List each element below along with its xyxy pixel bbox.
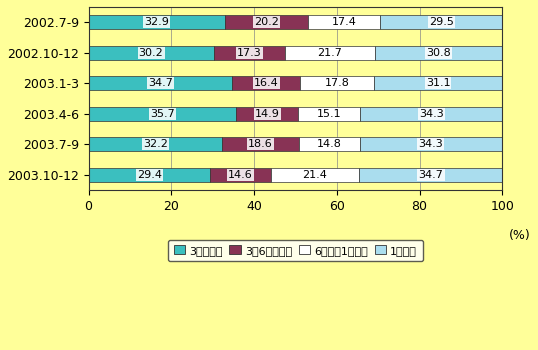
Text: 14.9: 14.9 (254, 109, 280, 119)
Text: 34.7: 34.7 (419, 170, 443, 180)
Bar (89, 107, 236, 120)
Text: 34.7: 34.7 (148, 78, 173, 88)
Bar (89, 15, 225, 29)
Text: 35.7: 35.7 (150, 109, 175, 119)
Bar (374, 76, 502, 90)
Bar (300, 76, 374, 90)
Bar (285, 46, 375, 60)
Text: 18.6: 18.6 (248, 139, 273, 149)
Bar (299, 137, 360, 151)
Text: 34.3: 34.3 (419, 139, 443, 149)
Text: 21.7: 21.7 (317, 48, 343, 58)
Text: 17.8: 17.8 (324, 78, 349, 88)
Text: 34.3: 34.3 (419, 109, 444, 119)
Bar (298, 107, 360, 120)
Bar (360, 107, 502, 120)
Bar (89, 46, 214, 60)
Bar (375, 46, 502, 60)
Text: 17.4: 17.4 (332, 17, 357, 27)
Text: 31.1: 31.1 (426, 78, 450, 88)
Text: 15.1: 15.1 (317, 109, 342, 119)
Text: 32.2: 32.2 (143, 139, 168, 149)
Text: 30.8: 30.8 (426, 48, 451, 58)
Bar (225, 15, 308, 29)
Bar (232, 76, 300, 90)
Text: 16.4: 16.4 (254, 78, 279, 88)
Bar (222, 137, 299, 151)
Bar (308, 15, 380, 29)
Text: (%): (%) (509, 229, 531, 242)
Text: 17.3: 17.3 (237, 48, 261, 58)
Bar (360, 137, 502, 151)
Bar (89, 168, 210, 182)
Bar (380, 15, 502, 29)
Bar (89, 76, 232, 90)
Text: 14.8: 14.8 (317, 139, 342, 149)
Bar (210, 168, 271, 182)
Legend: 3か月未満, 3～6か月未満, 6か月～1年未満, 1年以上: 3か月未満, 3～6か月未満, 6か月～1年未満, 1年以上 (168, 240, 423, 261)
Text: 29.5: 29.5 (429, 17, 454, 27)
Bar (214, 46, 285, 60)
Text: 20.2: 20.2 (254, 17, 279, 27)
Bar (236, 107, 298, 120)
Text: 30.2: 30.2 (139, 48, 164, 58)
Text: 29.4: 29.4 (137, 170, 162, 180)
Bar (89, 137, 222, 151)
Bar (271, 168, 359, 182)
Bar (359, 168, 503, 182)
Text: 21.4: 21.4 (302, 170, 327, 180)
Text: 32.9: 32.9 (144, 17, 169, 27)
Text: 14.6: 14.6 (228, 170, 253, 180)
